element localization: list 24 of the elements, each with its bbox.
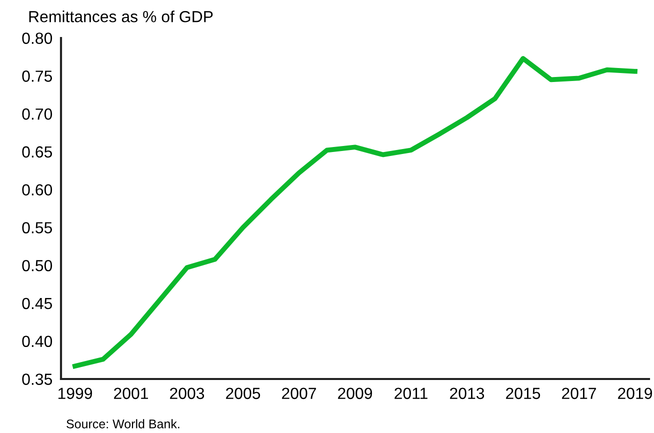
y-tick-label: 0.35: [22, 374, 52, 385]
y-tick-label: 0.55: [22, 222, 52, 234]
y-tick-label: 0.70: [22, 108, 52, 120]
source-note: Source: World Bank.: [66, 419, 180, 428]
y-tick-label: 0.60: [22, 184, 52, 196]
x-tick-label: 2007: [282, 388, 316, 400]
y-tick-label: 0.50: [22, 260, 52, 272]
y-tick-label: 0.40: [22, 336, 52, 348]
y-tick-label: 0.45: [22, 298, 52, 310]
chart-title: Remittances as % of GDP: [29, 10, 213, 22]
x-tick-label: 2001: [114, 388, 148, 400]
x-tick-label: 2013: [450, 388, 484, 400]
x-tick-label: 1999: [58, 388, 92, 400]
x-tick-label: 2005: [226, 388, 260, 400]
x-tick-label: 2003: [170, 388, 204, 400]
x-tick-label: 2011: [394, 388, 428, 400]
line-series: [72, 56, 638, 369]
x-tick-label: 2009: [338, 388, 372, 400]
y-tick-label: 0.75: [22, 70, 52, 82]
x-tick-label: 2017: [562, 388, 596, 400]
x-tick-label: 2015: [506, 388, 540, 400]
y-tick-label: 0.80: [22, 32, 52, 44]
y-tick-label: 0.65: [22, 146, 52, 158]
x-tick-label: 2019: [618, 388, 652, 400]
